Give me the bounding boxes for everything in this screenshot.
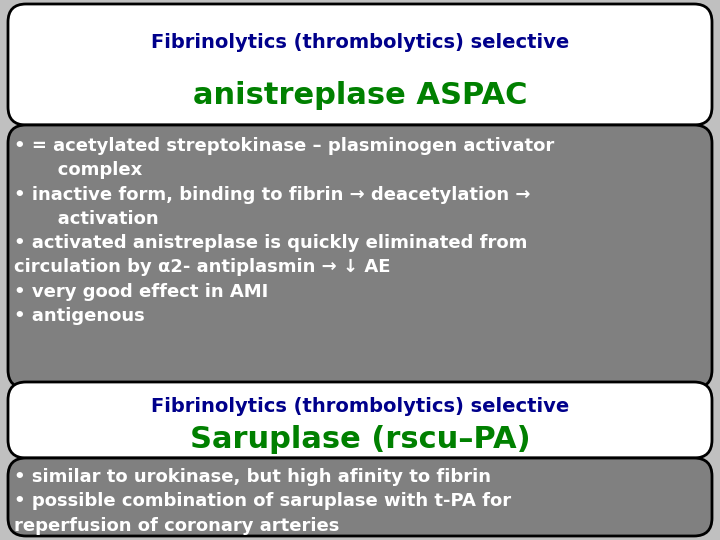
Text: Saruplase (rscu–PA): Saruplase (rscu–PA) xyxy=(189,426,531,455)
Text: • = acetylated streptokinase – plasminogen activator
       complex
• inactive f: • = acetylated streptokinase – plasminog… xyxy=(14,137,554,325)
FancyBboxPatch shape xyxy=(8,4,712,125)
Text: Fibrinolytics (thrombolytics) selective: Fibrinolytics (thrombolytics) selective xyxy=(151,396,569,415)
FancyBboxPatch shape xyxy=(8,125,712,388)
Text: anistreplase ASPAC: anistreplase ASPAC xyxy=(193,80,527,110)
Text: • similar to urokinase, but high afinity to fibrin
• possible combination of sar: • similar to urokinase, but high afinity… xyxy=(14,468,511,535)
Text: Fibrinolytics (thrombolytics) selective: Fibrinolytics (thrombolytics) selective xyxy=(151,32,569,51)
FancyBboxPatch shape xyxy=(8,458,712,536)
FancyBboxPatch shape xyxy=(8,382,712,458)
